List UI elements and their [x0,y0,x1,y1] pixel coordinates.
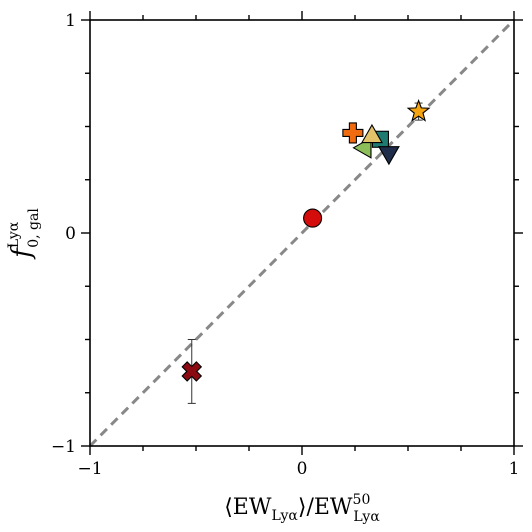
x-axis-title-sup: 50 [353,492,371,508]
point-marker [181,361,203,382]
point-marker [406,99,431,122]
y-tick-label: −1 [51,437,76,457]
data-point-x [181,339,203,404]
point-marker [303,208,323,228]
major-ticks [81,11,523,455]
x-axis-title-open-sub: Lyα [271,508,298,524]
y-axis-title-sub: 0, gal [26,208,42,248]
minor-ticks [85,15,519,451]
x-axis-title-mid: ⟩/EW [298,495,353,520]
y-tick-label: 0 [65,224,76,244]
point-marker [342,122,364,144]
data-point-triangle-up [361,123,383,144]
data-point-triangle-down [377,146,400,166]
identity-line [88,18,516,448]
data-point-star [406,99,431,122]
data-points [181,99,431,404]
point-marker [377,146,400,166]
x-tick-label: 1 [509,459,520,479]
y-axis-title: fLyα 0, gal [6,208,42,260]
y-tick-label: 1 [65,11,76,31]
x-axis-title: ⟨EWLyα⟩/EW50 Lyα [224,492,380,525]
x-axis-title-open: ⟨EW [224,495,272,520]
data-point-plus [342,122,364,144]
y-axis-title-sup: Lyα [6,221,22,248]
data-point-circle [303,208,323,228]
plot-frame [89,19,515,447]
point-marker [361,123,383,144]
x-axis-title-sub: Lyα [353,509,380,525]
x-tick-label: 0 [297,459,308,479]
x-tick-label: −1 [77,459,102,479]
tick-labels: −1 0 1 −1 0 1 [51,11,519,479]
